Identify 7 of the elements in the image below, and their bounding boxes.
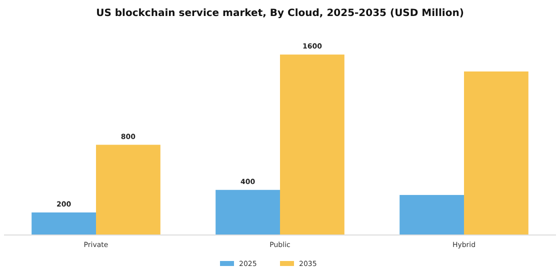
bar <box>400 194 464 235</box>
bar <box>32 212 96 235</box>
bar <box>216 190 280 235</box>
bar <box>280 54 344 235</box>
bar <box>96 144 160 235</box>
chart-title: US blockchain service market, By Cloud, 2025-2035 (USD Million) <box>96 8 464 19</box>
bar <box>464 71 528 235</box>
